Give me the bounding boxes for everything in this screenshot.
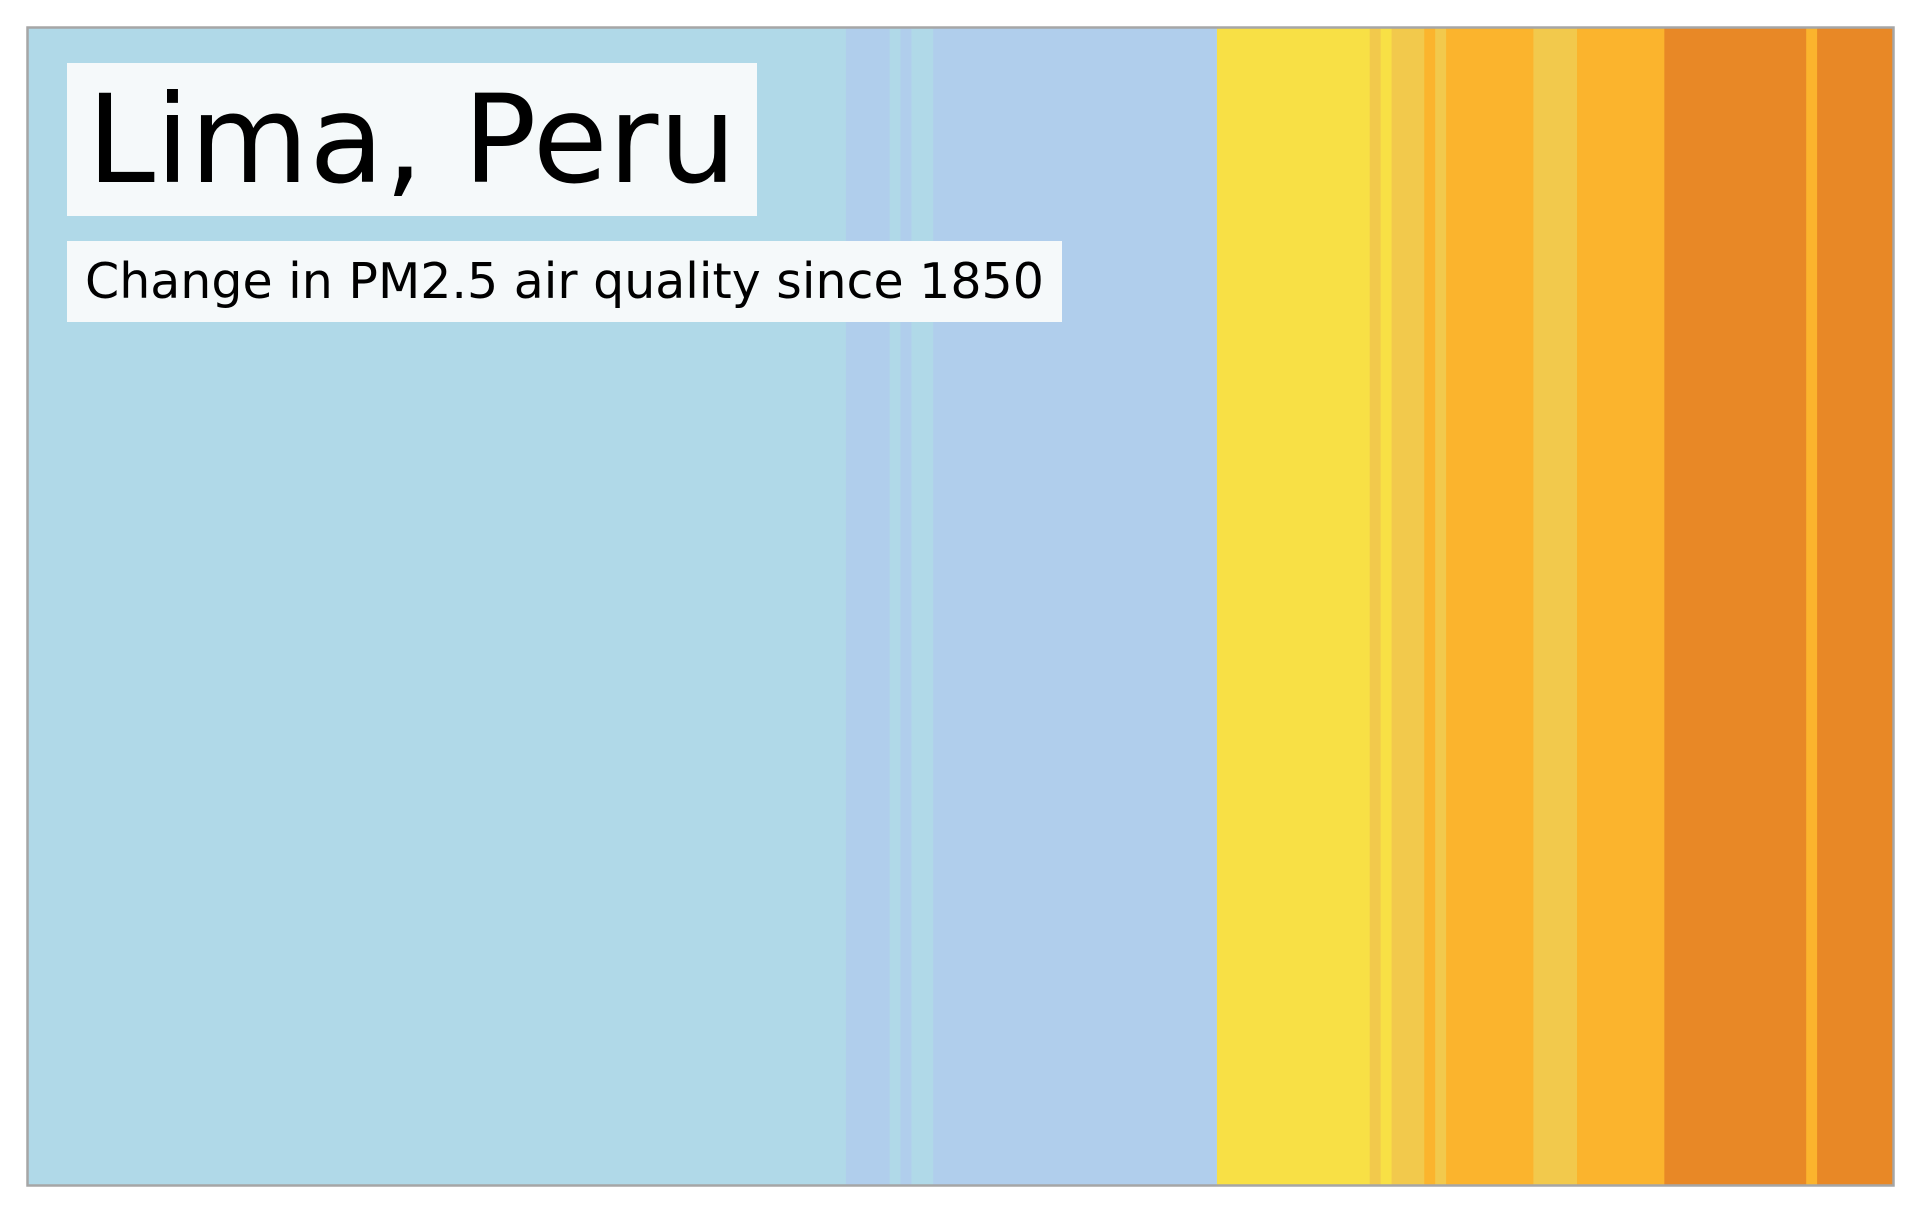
stripe-1978-1978 — [1424, 27, 1436, 1186]
stripe-1980-1987 — [1446, 27, 1534, 1186]
stripe-1929-1929 — [889, 27, 902, 1186]
chart-subtitle-box: Change in PM2.5 air quality since 1850 — [67, 241, 1062, 322]
stripe-1975-1977 — [1391, 27, 1425, 1186]
stripe-1850-1924 — [27, 27, 847, 1186]
stripe-2013-2013 — [1806, 27, 1818, 1186]
chart-subtitle: Change in PM2.5 air quality since 1850 — [85, 253, 1044, 310]
stripe-1959-1972 — [1216, 27, 1371, 1186]
stripes-group — [27, 27, 1895, 1186]
chart-title: Lima, Peru — [87, 68, 737, 211]
stripe-1974-1974 — [1380, 27, 1393, 1186]
stripe-1979-1979 — [1435, 27, 1447, 1186]
stripe-1988-1991 — [1533, 27, 1578, 1186]
stripe-1925-1928 — [845, 27, 891, 1186]
chart-title-box: Lima, Peru — [67, 63, 757, 216]
stripe-1973-1973 — [1369, 27, 1382, 1186]
stripe-2000-2012 — [1664, 27, 1807, 1186]
stripe-1992-1999 — [1577, 27, 1665, 1186]
stripe-1930-1930 — [900, 27, 912, 1186]
stripe-2014-2020 — [1817, 27, 1895, 1186]
chart-border — [26, 26, 1895, 1187]
stripe-1931-1932 — [911, 27, 934, 1186]
stripe-1933-1958 — [933, 27, 1218, 1186]
